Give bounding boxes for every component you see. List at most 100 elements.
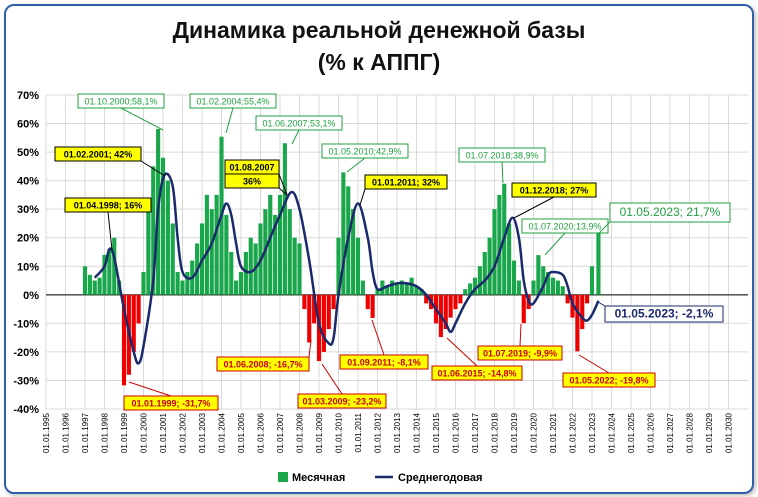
bar-monthly bbox=[82, 266, 88, 295]
x-tick-label: 01.01.2008 bbox=[296, 412, 305, 453]
annotation-connector bbox=[120, 107, 164, 131]
chart-subtitle: (% к АППГ) bbox=[318, 49, 440, 75]
annotation-box bbox=[77, 93, 165, 109]
bar-monthly bbox=[424, 294, 429, 304]
bar-monthly bbox=[302, 294, 307, 310]
chart-title: Динамика реальной денежной базы bbox=[173, 17, 586, 43]
bar-monthly bbox=[248, 237, 253, 295]
x-tick-label: 01.01.2007 bbox=[276, 412, 285, 453]
x-tick-label: 01.01.2012 bbox=[374, 412, 383, 453]
bar-monthly bbox=[112, 237, 117, 295]
bar-monthly bbox=[321, 294, 326, 352]
bar-monthly bbox=[580, 294, 585, 330]
annotation-connector bbox=[128, 381, 172, 397]
y-tick-label: 70% bbox=[17, 90, 39, 102]
bar-monthly bbox=[107, 249, 112, 295]
x-tick-label: 01.01.2009 bbox=[315, 412, 324, 453]
x-tick-label: 01.01.2004 bbox=[218, 412, 227, 453]
x-tick-label: 01.01.1998 bbox=[101, 412, 110, 453]
bar-monthly bbox=[282, 143, 287, 295]
chart-frame bbox=[4, 4, 754, 494]
annotation-box bbox=[511, 182, 597, 198]
bar-monthly bbox=[151, 166, 156, 295]
annotation-connector bbox=[278, 187, 288, 196]
annotation-label: 36% bbox=[243, 177, 261, 187]
x-tick-label: 01.01.2026 bbox=[647, 412, 656, 453]
bar-monthly bbox=[341, 172, 346, 295]
x-tick-label: 01.01.2028 bbox=[686, 412, 695, 453]
annotation-box bbox=[458, 147, 546, 163]
bar-monthly bbox=[546, 271, 551, 295]
x-tick-label: 01.01.1997 bbox=[81, 412, 90, 453]
bar-monthly bbox=[268, 194, 273, 295]
x-tick-label: 01.01.2027 bbox=[666, 412, 675, 453]
bar-monthly bbox=[409, 277, 414, 295]
bar-monthly bbox=[307, 294, 312, 343]
annotation-box bbox=[216, 356, 310, 372]
y-tick-label: 40% bbox=[17, 176, 39, 188]
bar-monthly bbox=[565, 294, 570, 304]
legend-label-annual: Среднегодовая bbox=[398, 472, 482, 484]
annotation-label: 01.06.2007;53,1% bbox=[262, 119, 335, 129]
legend: Месячная Среднегодовая bbox=[278, 472, 482, 484]
annotation-label: 01.08.2007 bbox=[229, 163, 274, 173]
annotation-connector bbox=[371, 319, 385, 356]
annotation-label: 01.02.2001; 42% bbox=[64, 150, 133, 160]
annotation-box bbox=[477, 345, 563, 361]
annotation-box bbox=[189, 93, 277, 109]
annotation-label: 01.06.2008; -16,7% bbox=[223, 360, 302, 370]
bar-monthly bbox=[541, 266, 546, 295]
x-tick-label: 01.01.2002 bbox=[179, 412, 188, 453]
bar-monthly bbox=[160, 157, 166, 295]
bar-monthly bbox=[596, 232, 601, 295]
annotation-label: 01.07.2020;13,9% bbox=[528, 222, 601, 232]
x-tick-label: 01.01.2024 bbox=[608, 412, 617, 453]
bar-monthly bbox=[146, 209, 151, 295]
bar-monthly bbox=[87, 274, 92, 295]
line-annual bbox=[93, 172, 600, 365]
y-tick-label: 20% bbox=[17, 233, 39, 245]
bar-monthly bbox=[355, 237, 361, 295]
bar-monthly bbox=[204, 194, 209, 295]
bar-monthly bbox=[141, 271, 146, 295]
annotation-connector bbox=[446, 337, 478, 367]
bar-monthly bbox=[170, 223, 175, 295]
y-tick-label: -40% bbox=[13, 404, 39, 416]
bar-monthly bbox=[521, 294, 526, 324]
bar-monthly bbox=[453, 294, 458, 310]
bar-monthly bbox=[585, 294, 590, 304]
bar-monthly bbox=[297, 243, 302, 295]
bar-monthly bbox=[375, 289, 380, 295]
bar-monthly bbox=[419, 289, 424, 295]
x-tick-label: 01.01.2003 bbox=[198, 412, 207, 453]
y-tick-label: -30% bbox=[13, 375, 39, 387]
bar-monthly bbox=[121, 294, 127, 386]
bar-monthly bbox=[351, 209, 356, 295]
bar-monthly bbox=[482, 252, 487, 295]
x-tick-label: 01.01.2018 bbox=[491, 412, 500, 453]
annotation-box bbox=[364, 174, 448, 190]
bar-monthly bbox=[463, 289, 468, 295]
annotation-label: 01.05.2023; -2,1% bbox=[615, 307, 714, 321]
x-tick-label: 01.01.2001 bbox=[159, 412, 168, 453]
annotation-connector bbox=[107, 211, 113, 251]
annotation-label: 01.03.2009; -23,2% bbox=[302, 397, 381, 407]
x-tick-label: 01.01.2019 bbox=[510, 412, 519, 453]
bar-monthly bbox=[370, 294, 375, 318]
annotation-connector bbox=[597, 301, 606, 307]
x-tick-label: 01.01.2021 bbox=[549, 412, 558, 453]
annotation-box bbox=[339, 354, 429, 370]
bar-monthly bbox=[292, 237, 297, 295]
bar-monthly bbox=[443, 294, 448, 330]
annotation-connector bbox=[513, 196, 555, 219]
annotation-label: 01.06.2015; -14,8% bbox=[437, 369, 516, 379]
bar-monthly bbox=[550, 277, 556, 295]
annotations: 01.10.2000;58,1% 01.02.2004;55,4% 01.06.20… bbox=[54, 93, 731, 411]
bar-monthly bbox=[394, 283, 400, 295]
legend-label-monthly: Месячная bbox=[292, 472, 345, 484]
x-tick-label: 01.01.1995 bbox=[42, 412, 51, 453]
bar-monthly bbox=[92, 280, 97, 295]
x-tick-label: 01.01.2013 bbox=[393, 412, 402, 453]
annotation-label: 01.05.2010;42,9% bbox=[328, 147, 401, 157]
bar-monthly bbox=[570, 294, 575, 318]
